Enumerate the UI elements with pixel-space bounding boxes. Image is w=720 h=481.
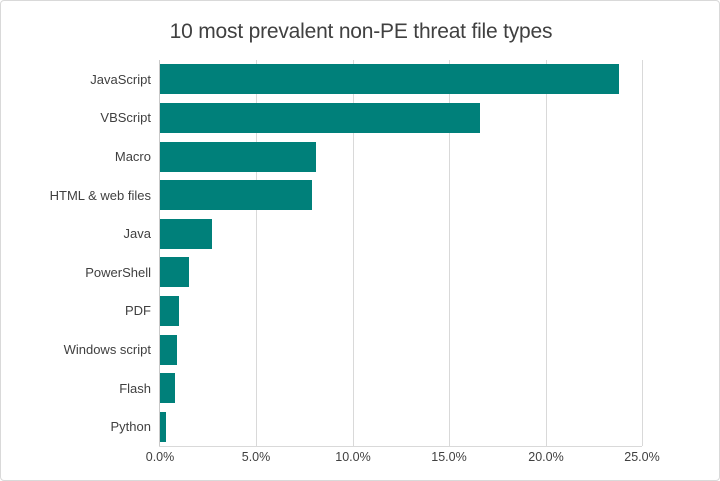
- bar-html-web-files: [160, 180, 312, 211]
- category-label-powershell: PowerShell: [85, 264, 151, 280]
- x-tick-label: 5.0%: [241, 450, 271, 464]
- bar-javascript: [160, 64, 619, 95]
- bar-powershell: [160, 257, 189, 288]
- category-label-vbscript: VBScript: [100, 110, 151, 126]
- category-axis-line: [159, 60, 160, 446]
- x-tick-label: 20.0%: [528, 450, 564, 464]
- x-tick-label: 10.0%: [335, 450, 371, 464]
- chart-title: 10 most prevalent non-PE threat file typ…: [169, 20, 553, 43]
- category-label-javascript: JavaScript: [90, 71, 151, 87]
- gridline-15: [449, 60, 450, 446]
- category-label-windows-script: Windows script: [63, 341, 151, 357]
- category-label-flash: Flash: [119, 380, 151, 396]
- gridline-20: [546, 60, 547, 446]
- bar-java: [160, 218, 212, 249]
- category-label-pdf: PDF: [125, 303, 151, 319]
- category-label-macro: Macro: [114, 148, 151, 164]
- category-label-html-web-files: HTML & web files: [49, 187, 151, 203]
- x-tick-label: 0.0%: [145, 450, 175, 464]
- value-axis-line: [159, 446, 642, 447]
- gridline-25: [642, 60, 643, 446]
- bar-macro: [160, 141, 316, 172]
- bar-pdf: [160, 295, 179, 326]
- x-tick-label: 25.0%: [624, 450, 660, 464]
- category-label-python: Python: [110, 419, 151, 435]
- bar-vbscript: [160, 102, 480, 133]
- bar-python: [160, 411, 166, 442]
- bar-windows-script: [160, 334, 177, 365]
- gridline-10: [353, 60, 354, 446]
- gridline-5: [256, 60, 257, 446]
- bar-flash: [160, 373, 175, 404]
- x-tick-label: 15.0%: [431, 450, 467, 464]
- category-label-java: Java: [123, 226, 151, 242]
